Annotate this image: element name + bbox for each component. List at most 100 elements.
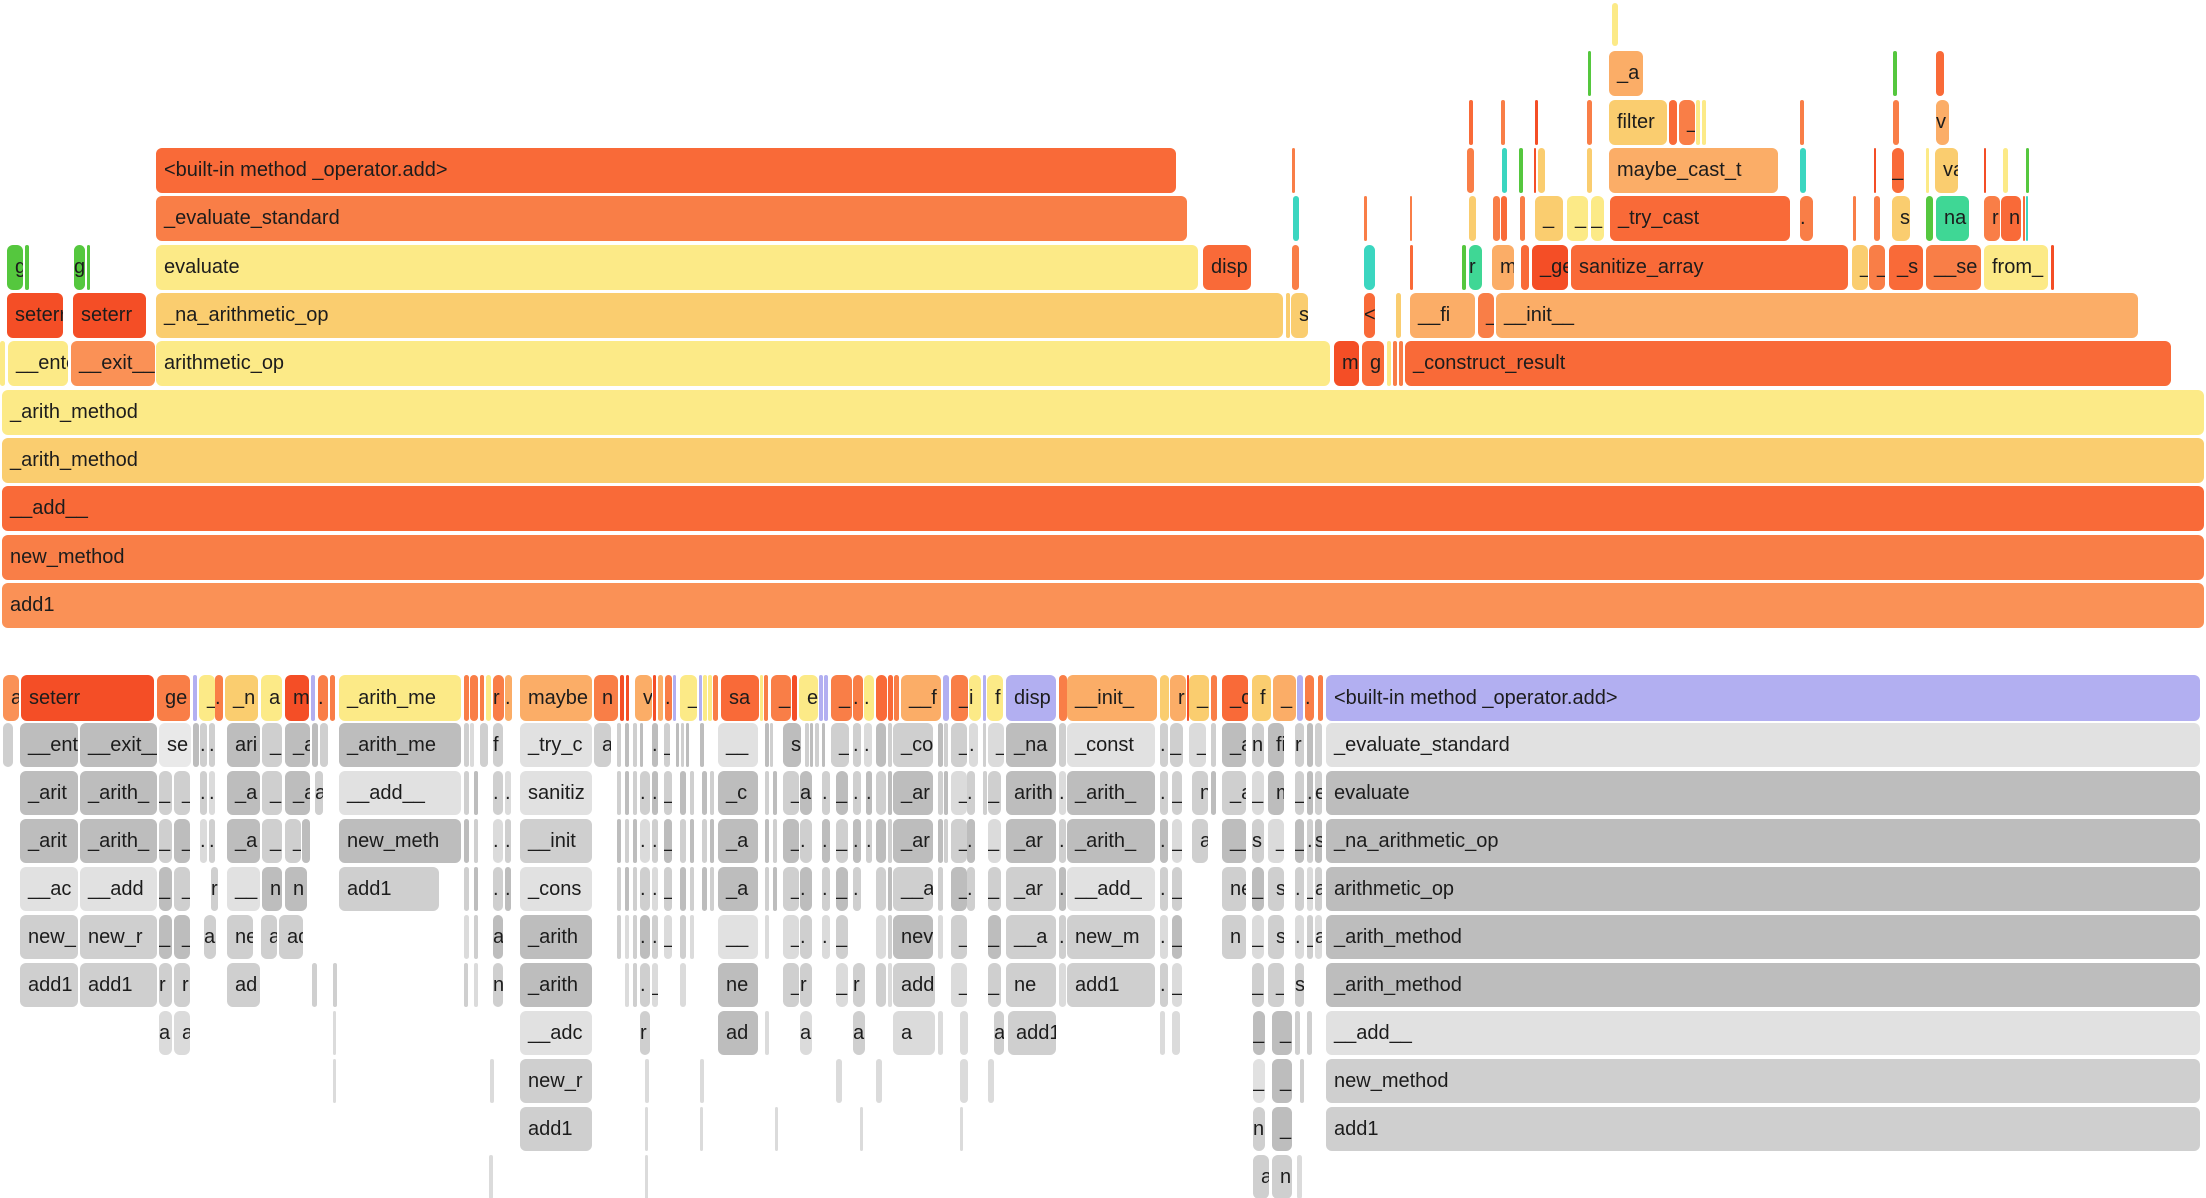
frame-r[interactable]: r xyxy=(800,963,812,1007)
frame-sliver[interactable] xyxy=(708,675,712,721)
frame-sliver[interactable]: . xyxy=(853,867,861,911)
frame-sliver[interactable] xyxy=(1926,196,1933,241)
frame-sliver[interactable] xyxy=(474,915,478,959)
frame-sliver[interactable]: _ xyxy=(1268,819,1284,863)
frame-sliver[interactable] xyxy=(193,675,197,721)
frame-sliver[interactable]: _ xyxy=(174,819,190,863)
frame-sliver[interactable]: __ xyxy=(227,867,260,911)
frame-s[interactable]: s xyxy=(1892,196,1910,241)
frame-r[interactable]: r xyxy=(640,1011,650,1055)
frame-arithmetic-op[interactable]: arithmetic_op xyxy=(1326,867,2200,911)
frame-sliver[interactable]: . xyxy=(652,723,658,767)
frame-sliver[interactable] xyxy=(645,1107,648,1151)
frame-sliver[interactable] xyxy=(464,963,468,1007)
frame-sliver[interactable] xyxy=(1936,51,1944,96)
frame-sliver[interactable] xyxy=(474,963,478,1007)
frame-r[interactable]: r xyxy=(1170,675,1186,721)
frame-sliver[interactable] xyxy=(681,723,684,767)
frame-sliver[interactable]: . xyxy=(1160,915,1168,959)
frame-r[interactable]: r xyxy=(1295,723,1304,767)
frame-a[interactable]: a xyxy=(174,1011,190,1055)
frame-add[interactable]: __add_ xyxy=(1067,867,1155,911)
frame-sliver[interactable]: __ xyxy=(718,915,758,959)
frame-sliver[interactable]: _ xyxy=(664,915,672,959)
frame-s[interactable]: s xyxy=(1291,293,1308,338)
frame-sliver[interactable]: . xyxy=(652,867,658,911)
frame-sliver[interactable] xyxy=(888,675,893,721)
frame-fi[interactable]: fi xyxy=(1268,723,1284,767)
frame-sliver[interactable]: _ xyxy=(159,819,172,863)
frame-sliver[interactable] xyxy=(1160,1011,1165,1055)
frame-sliver[interactable] xyxy=(944,771,948,815)
frame-sliver[interactable] xyxy=(773,771,777,815)
frame-sliver[interactable] xyxy=(625,963,629,1007)
frame-na[interactable]: na xyxy=(1936,196,1969,241)
frame-sliver[interactable]: _ xyxy=(1679,100,1695,145)
frame-sliver[interactable]: _ xyxy=(1869,245,1885,290)
frame-sliver[interactable] xyxy=(773,867,777,911)
frame-va[interactable]: va xyxy=(1935,148,1958,193)
frame-sliver[interactable]: . xyxy=(200,723,207,767)
frame-na[interactable]: _na xyxy=(1006,723,1056,767)
frame-sliver[interactable]: . xyxy=(822,915,830,959)
frame-sliver[interactable]: _ xyxy=(1172,963,1182,1007)
frame-sliver[interactable]: _ xyxy=(159,867,172,911)
frame-sliver[interactable] xyxy=(938,867,943,911)
frame-sliver[interactable]: _ xyxy=(951,915,967,959)
frame-sanitiz[interactable]: sanitiz xyxy=(520,771,592,815)
frame-sliver[interactable] xyxy=(938,771,943,815)
frame-sliver[interactable]: _ xyxy=(174,867,190,911)
frame-ar[interactable]: _ar xyxy=(893,819,933,863)
frame-sliver[interactable]: _ xyxy=(1172,819,1182,863)
frame-sliver[interactable]: . xyxy=(1307,771,1313,815)
frame-sliver[interactable] xyxy=(792,675,797,721)
frame-sliver[interactable] xyxy=(1893,51,1897,96)
frame-sliver[interactable]: . xyxy=(822,867,830,911)
frame-sliver[interactable]: . xyxy=(640,915,650,959)
frame-maybe-cast-t[interactable]: maybe_cast_t xyxy=(1609,148,1778,193)
frame-sliver[interactable]: . xyxy=(505,867,511,911)
frame-sliver[interactable] xyxy=(1612,3,1618,46)
frame-sliver[interactable] xyxy=(960,1011,968,1055)
frame-a[interactable]: a xyxy=(1315,867,1322,911)
frame-add1[interactable]: add1 xyxy=(1326,1107,2200,1151)
frame-sliver[interactable]: . xyxy=(1295,915,1304,959)
frame-sliver[interactable]: _ xyxy=(783,963,799,1007)
frame-sliver[interactable] xyxy=(765,867,769,911)
frame-s[interactable]: s xyxy=(1268,915,1284,959)
frame-sliver[interactable] xyxy=(3,723,13,767)
frame-sliver[interactable]: . xyxy=(1160,819,1168,863)
frame-seterr[interactable]: seterr xyxy=(21,675,154,721)
frame-sliver[interactable] xyxy=(625,771,629,815)
frame-sliver[interactable]: _ xyxy=(1272,1011,1292,1055)
frame-sliver[interactable] xyxy=(1501,196,1507,241)
frame-sliver[interactable] xyxy=(480,675,484,721)
frame-sliver[interactable] xyxy=(824,675,828,721)
frame-sliver[interactable] xyxy=(658,675,663,721)
frame-sliver[interactable] xyxy=(320,723,328,767)
frame-arithmetic-op[interactable]: arithmetic_op xyxy=(156,341,1330,386)
frame-sliver[interactable] xyxy=(1211,675,1217,721)
frame-sliver[interactable] xyxy=(1059,675,1067,721)
frame-sliver[interactable]: _ xyxy=(159,915,172,959)
frame-new[interactable]: new_ xyxy=(20,915,78,959)
frame-sliver[interactable] xyxy=(1519,148,1523,193)
frame-arith[interactable]: _arith_ xyxy=(1067,771,1155,815)
frame-sliver[interactable]: _ xyxy=(262,771,282,815)
frame-a[interactable]: a xyxy=(800,771,812,815)
frame-sliver[interactable] xyxy=(645,1155,648,1198)
frame-add1[interactable]: add1 xyxy=(339,867,439,911)
frame-a[interactable]: _a xyxy=(1222,771,1246,815)
frame-a[interactable]: _a xyxy=(1609,51,1643,96)
frame-sliver[interactable]: _ xyxy=(951,723,967,767)
frame-sliver[interactable]: _ xyxy=(836,915,848,959)
frame-arith-method[interactable]: _arith_method xyxy=(2,390,2204,435)
frame-add1[interactable]: add1 xyxy=(2,583,2204,628)
frame-s[interactable]: _s xyxy=(1889,245,1923,290)
frame-sliver[interactable]: . xyxy=(209,771,215,815)
frame-sliver[interactable] xyxy=(1587,148,1592,193)
frame-sliver[interactable] xyxy=(815,723,819,767)
frame-sliver[interactable] xyxy=(617,771,621,815)
frame-sliver[interactable] xyxy=(1059,963,1066,1007)
frame-f[interactable]: __f xyxy=(901,675,941,721)
